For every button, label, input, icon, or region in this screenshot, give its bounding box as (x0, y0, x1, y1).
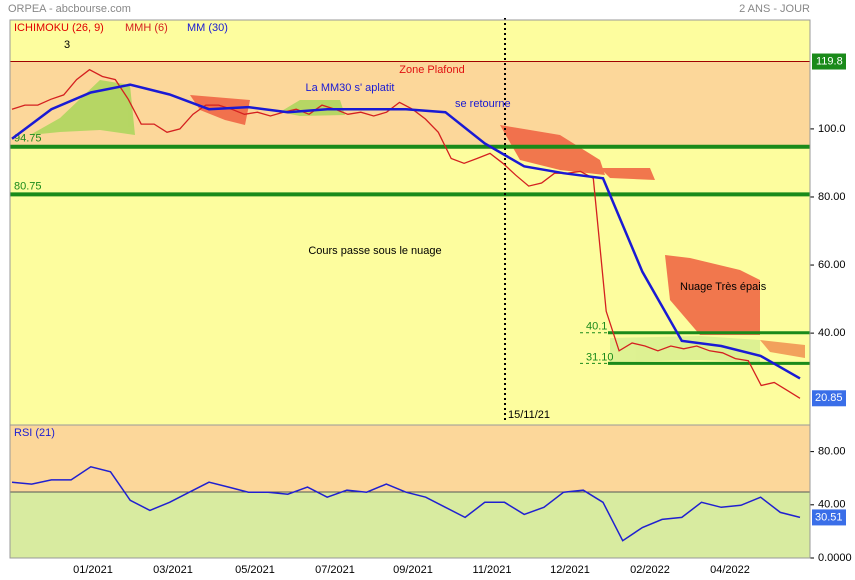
rsi-high-zone (10, 425, 810, 492)
x-tick-label: 09/2021 (393, 564, 433, 576)
cloud-red (760, 340, 805, 358)
y-tick-label: 80.00 (818, 446, 846, 458)
x-tick-label: 05/2021 (235, 564, 275, 576)
level-box (812, 53, 846, 70)
cloud-green (30, 80, 135, 135)
series-line (11, 68, 801, 399)
last-value-label: 30.51 (815, 511, 843, 523)
y-tick-label: 0.0000 (818, 552, 852, 564)
ceiling-zone-fill (10, 61, 810, 147)
series-line (11, 83, 801, 380)
level-label: 80.75 (14, 180, 42, 192)
cloud-red (600, 168, 655, 180)
y-tick-label: 40.00 (818, 327, 846, 339)
rsi-frame (9, 424, 811, 559)
chart-subtitle: 2 ANS - JOUR (739, 3, 810, 15)
x-tick-label: 02/2022 (630, 564, 670, 576)
annotation: Cours passe sous le nuage (308, 245, 441, 257)
cloud-red (500, 125, 605, 175)
annotation: 3 (64, 39, 70, 51)
x-tick-label: 12/2021 (550, 564, 590, 576)
cloud-red (190, 95, 250, 125)
ceiling-zone (10, 61, 810, 147)
y-tick-label: 60.00 (818, 259, 846, 271)
last-value-box (812, 509, 846, 526)
last-value-box (812, 390, 846, 407)
chart-title: ORPEA - abcbourse.com (8, 3, 131, 15)
legend-item: MMH (6) (125, 22, 168, 34)
y-tick-label: 80.00 (818, 191, 846, 203)
annotation: Zone Plafond (399, 64, 464, 76)
legend-item: MM (30) (187, 22, 228, 34)
annotation: se retourne (455, 98, 511, 110)
legend-item: RSI (21) (14, 427, 55, 439)
annotation: La MM30 s' aplatit (306, 82, 395, 94)
x-tick-label: 11/2021 (473, 564, 512, 576)
level-label: 40.1 (586, 321, 607, 333)
annotation: Nuage Très épais (680, 281, 767, 293)
x-tick-label: 04/2022 (710, 564, 750, 576)
y-tick-label: 40.00 (818, 499, 846, 511)
last-value-label: 20.85 (815, 392, 843, 404)
level-label: 31.10 (586, 351, 614, 363)
cloud-red (665, 255, 760, 335)
legend-item: ICHIMOKU (26, 9) (14, 22, 104, 34)
x-tick-label: 07/2021 (315, 564, 355, 576)
x-tick-label: 03/2021 (153, 564, 193, 576)
level-box-label: 119.8 (816, 55, 843, 67)
x-tick-label: 01/2021 (73, 564, 113, 576)
y-tick-label: 100.0 (818, 123, 846, 135)
level-label: 94.75 (14, 133, 42, 145)
series-line (11, 465, 801, 542)
date-marker-label: 15/11/21 (508, 409, 550, 421)
